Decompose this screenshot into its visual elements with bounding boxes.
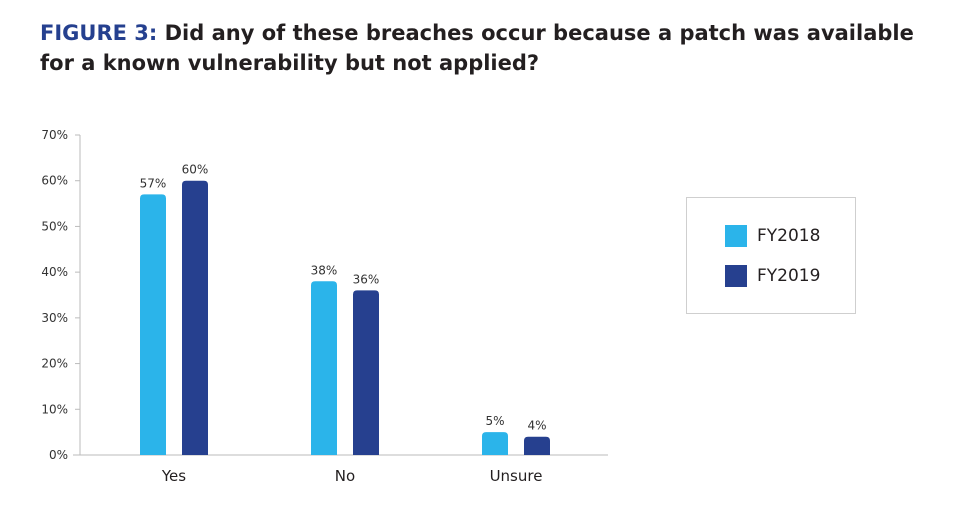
legend-label: FY2018 [757, 226, 821, 246]
y-tick-label: 20% [41, 357, 68, 371]
y-tick-label: 0% [49, 448, 68, 462]
y-tick-label: 30% [41, 311, 68, 325]
legend-swatch-fy2019 [725, 265, 747, 287]
x-tick-label: Unsure [490, 467, 543, 485]
data-label: 36% [353, 272, 380, 286]
y-tick-label: 10% [41, 402, 68, 416]
y-tick-label: 70% [41, 128, 68, 142]
chart-title: FIGURE 3: Did any of these breaches occu… [40, 18, 940, 78]
bar-fy2019-no [353, 290, 379, 455]
bar-fy2018-no [311, 281, 337, 455]
data-label: 4% [527, 419, 546, 433]
legend: FY2018 FY2019 [686, 197, 856, 314]
y-tick-label: 60% [41, 174, 68, 188]
y-tick-label: 40% [41, 265, 68, 279]
data-label: 5% [485, 414, 504, 428]
legend-swatch-fy2018 [725, 225, 747, 247]
bar-fy2018-unsure [482, 432, 508, 455]
y-tick-label: 50% [41, 219, 68, 233]
x-tick-label: No [335, 467, 355, 485]
legend-item-fy2018: FY2018 [725, 225, 820, 247]
bar-fy2018-yes [140, 194, 166, 455]
x-tick-label: Yes [161, 467, 186, 485]
data-label: 38% [311, 263, 338, 277]
bar-fy2019-yes [182, 180, 208, 455]
legend-item-fy2019: FY2019 [725, 265, 820, 287]
figure-label: FIGURE 3: [40, 21, 158, 45]
data-label: 57% [140, 176, 167, 190]
bar-fy2019-unsure [524, 436, 550, 455]
legend-label: FY2019 [757, 266, 821, 286]
data-label: 60% [182, 163, 209, 177]
title-text: Did any of these breaches occur because … [40, 21, 914, 75]
